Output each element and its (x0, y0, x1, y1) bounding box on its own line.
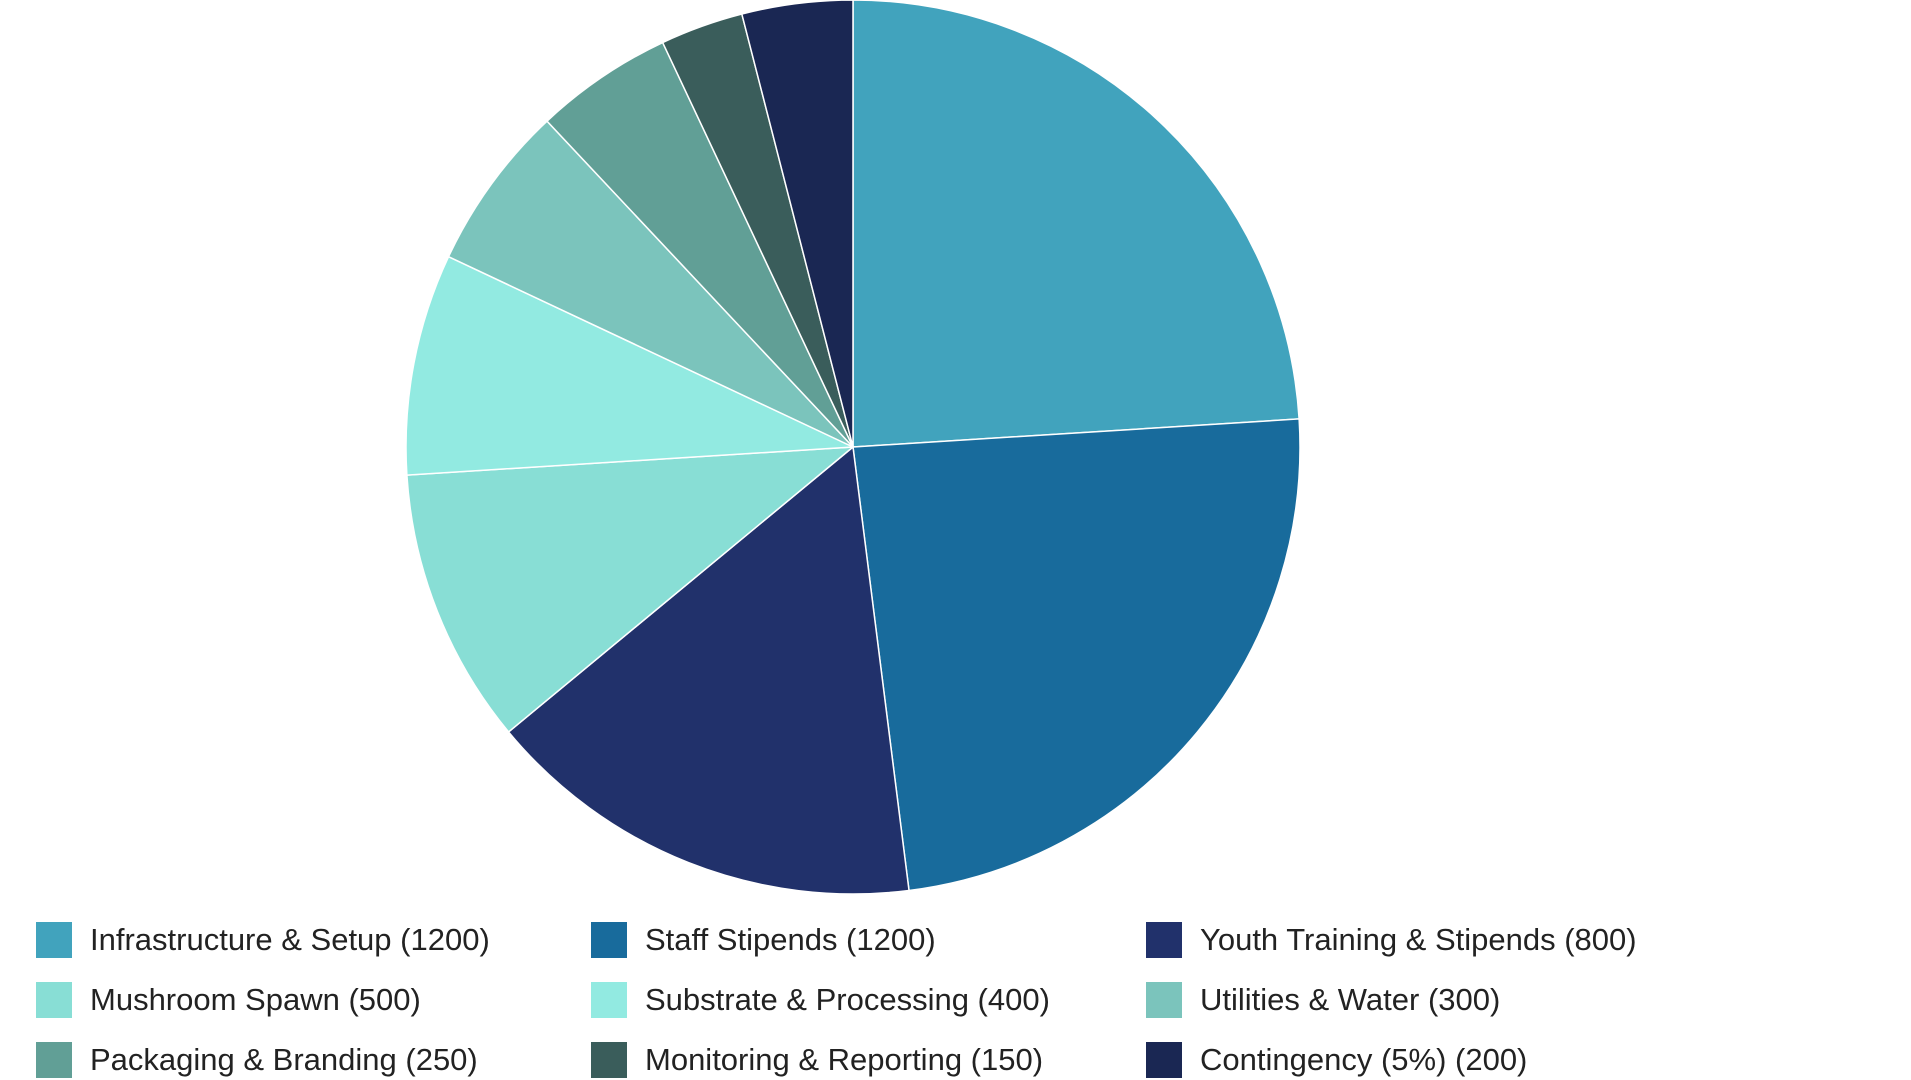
legend-label: Utilities & Water (300) (1200, 982, 1501, 1017)
legend-swatch (36, 982, 72, 1018)
legend-label: Monitoring & Reporting (150) (645, 1042, 1044, 1077)
legend-swatch (591, 1042, 627, 1078)
pie-slice-2 (852, 418, 1301, 892)
pie-chart (405, 0, 1301, 895)
legend-item-1: Infrastructure & Setup (1200) (36, 922, 591, 958)
pie-slice-3 (507, 445, 910, 895)
legend-item-3: Youth Training & Stipends (800) (1146, 922, 1701, 958)
legend-label: Packaging & Branding (250) (90, 1042, 478, 1077)
legend-label: Contingency (5%) (200) (1200, 1042, 1528, 1077)
legend-label: Infrastructure & Setup (1200) (90, 922, 490, 957)
legend-item-4: Mushroom Spawn (500) (36, 982, 591, 1018)
pie-slice-1 (852, 0, 1300, 448)
legend-item-6: Utilities & Water (300) (1146, 982, 1701, 1018)
legend-swatch (591, 922, 627, 958)
legend-swatch (1146, 922, 1182, 958)
legend-item-7: Packaging & Branding (250) (36, 1042, 591, 1078)
legend-label: Substrate & Processing (400) (645, 982, 1050, 1017)
legend-swatch (36, 1042, 72, 1078)
legend-item-5: Substrate & Processing (400) (591, 982, 1146, 1018)
pie-slice-4 (406, 446, 856, 733)
pie-slices (405, 0, 1301, 895)
pie-slice-5 (405, 255, 854, 476)
pie-slice-9 (740, 0, 854, 448)
legend-item-8: Monitoring & Reporting (150) (591, 1042, 1146, 1078)
legend-item-2: Staff Stipends (1200) (591, 922, 1146, 958)
legend-label: Youth Training & Stipends (800) (1200, 922, 1637, 957)
legend: Infrastructure & Setup (1200) Staff Stipe… (36, 922, 1736, 1078)
pie-slice-6 (447, 120, 854, 448)
legend-label: Mushroom Spawn (500) (90, 982, 421, 1017)
legend-swatch (591, 982, 627, 1018)
legend-swatch (1146, 982, 1182, 1018)
legend-item-9: Contingency (5%) (200) (1146, 1042, 1701, 1078)
legend-label: Staff Stipends (1200) (645, 922, 936, 957)
legend-swatch (1146, 1042, 1182, 1078)
legend-swatch (36, 922, 72, 958)
